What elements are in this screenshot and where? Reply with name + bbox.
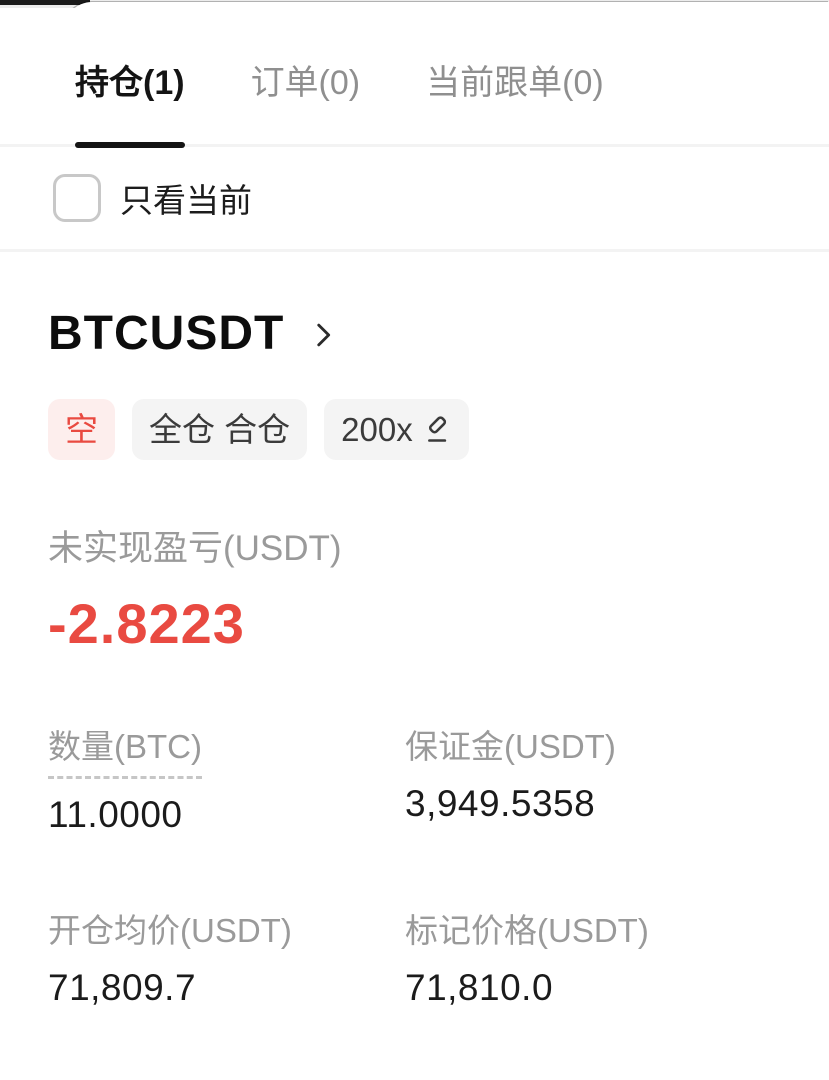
stat-quantity-value: 11.0000 bbox=[48, 794, 183, 835]
sheet-rounded-corner bbox=[64, 2, 829, 8]
position-badges: 空 全仓 合仓 200x bbox=[48, 399, 829, 460]
side-short-badge: 空 bbox=[48, 399, 115, 460]
show-current-only-label[interactable]: 只看当前 bbox=[120, 182, 252, 219]
stat-mark-price-label: 标记价格(USDT) bbox=[405, 912, 649, 949]
tab-copy-trading[interactable]: 当前跟单(0) bbox=[426, 60, 604, 144]
show-current-only-checkbox[interactable] bbox=[53, 174, 101, 222]
tab-orders-label: 订单(0) bbox=[250, 64, 361, 102]
position-symbol-row[interactable]: BTCUSDT bbox=[48, 306, 340, 361]
edit-leverage-icon bbox=[427, 416, 446, 442]
stat-margin: 保证金(USDT) 3,949.5358 bbox=[405, 720, 809, 836]
tab-positions-label: 持仓(1) bbox=[75, 64, 185, 102]
leverage-value: 200x bbox=[341, 411, 413, 448]
filter-row: 只看当前 bbox=[0, 147, 829, 252]
unrealized-pnl-value: -2.8223 bbox=[48, 592, 245, 655]
stat-margin-value: 3,949.5358 bbox=[405, 783, 596, 824]
position-stats-grid: 数量(BTC) 11.0000 保证金(USDT) 3,949.5358 开仓均… bbox=[48, 720, 809, 1009]
active-tab-indicator bbox=[75, 142, 185, 148]
leverage-badge[interactable]: 200x bbox=[324, 399, 469, 460]
chevron-right-icon bbox=[317, 323, 331, 346]
positions-tab-bar: 持仓(1) 订单(0) 当前跟单(0) bbox=[0, 8, 829, 148]
tab-positions[interactable]: 持仓(1) bbox=[75, 60, 185, 148]
background-dark-sliver bbox=[0, 0, 90, 5]
stat-margin-label: 保证金(USDT) bbox=[405, 728, 616, 765]
stat-mark-price-value: 71,810.0 bbox=[405, 967, 554, 1008]
stat-entry-price: 开仓均价(USDT) 71,809.7 bbox=[48, 904, 405, 1009]
sheet-top-edge bbox=[0, 0, 829, 8]
stat-quantity: 数量(BTC) 11.0000 bbox=[48, 720, 405, 836]
stat-entry-price-value: 71,809.7 bbox=[48, 967, 197, 1008]
stat-mark-price: 标记价格(USDT) 71,810.0 bbox=[405, 904, 809, 1009]
margin-mode-badge[interactable]: 全仓 合仓 bbox=[132, 399, 308, 460]
unrealized-pnl-label: 未实现盈亏(USDT) bbox=[48, 529, 342, 568]
stat-quantity-label[interactable]: 数量(BTC) bbox=[48, 720, 202, 779]
stat-entry-price-label: 开仓均价(USDT) bbox=[48, 912, 292, 949]
tab-copy-trading-label: 当前跟单(0) bbox=[426, 64, 604, 102]
tab-orders[interactable]: 订单(0) bbox=[251, 60, 361, 144]
symbol-title: BTCUSDT bbox=[48, 307, 285, 360]
